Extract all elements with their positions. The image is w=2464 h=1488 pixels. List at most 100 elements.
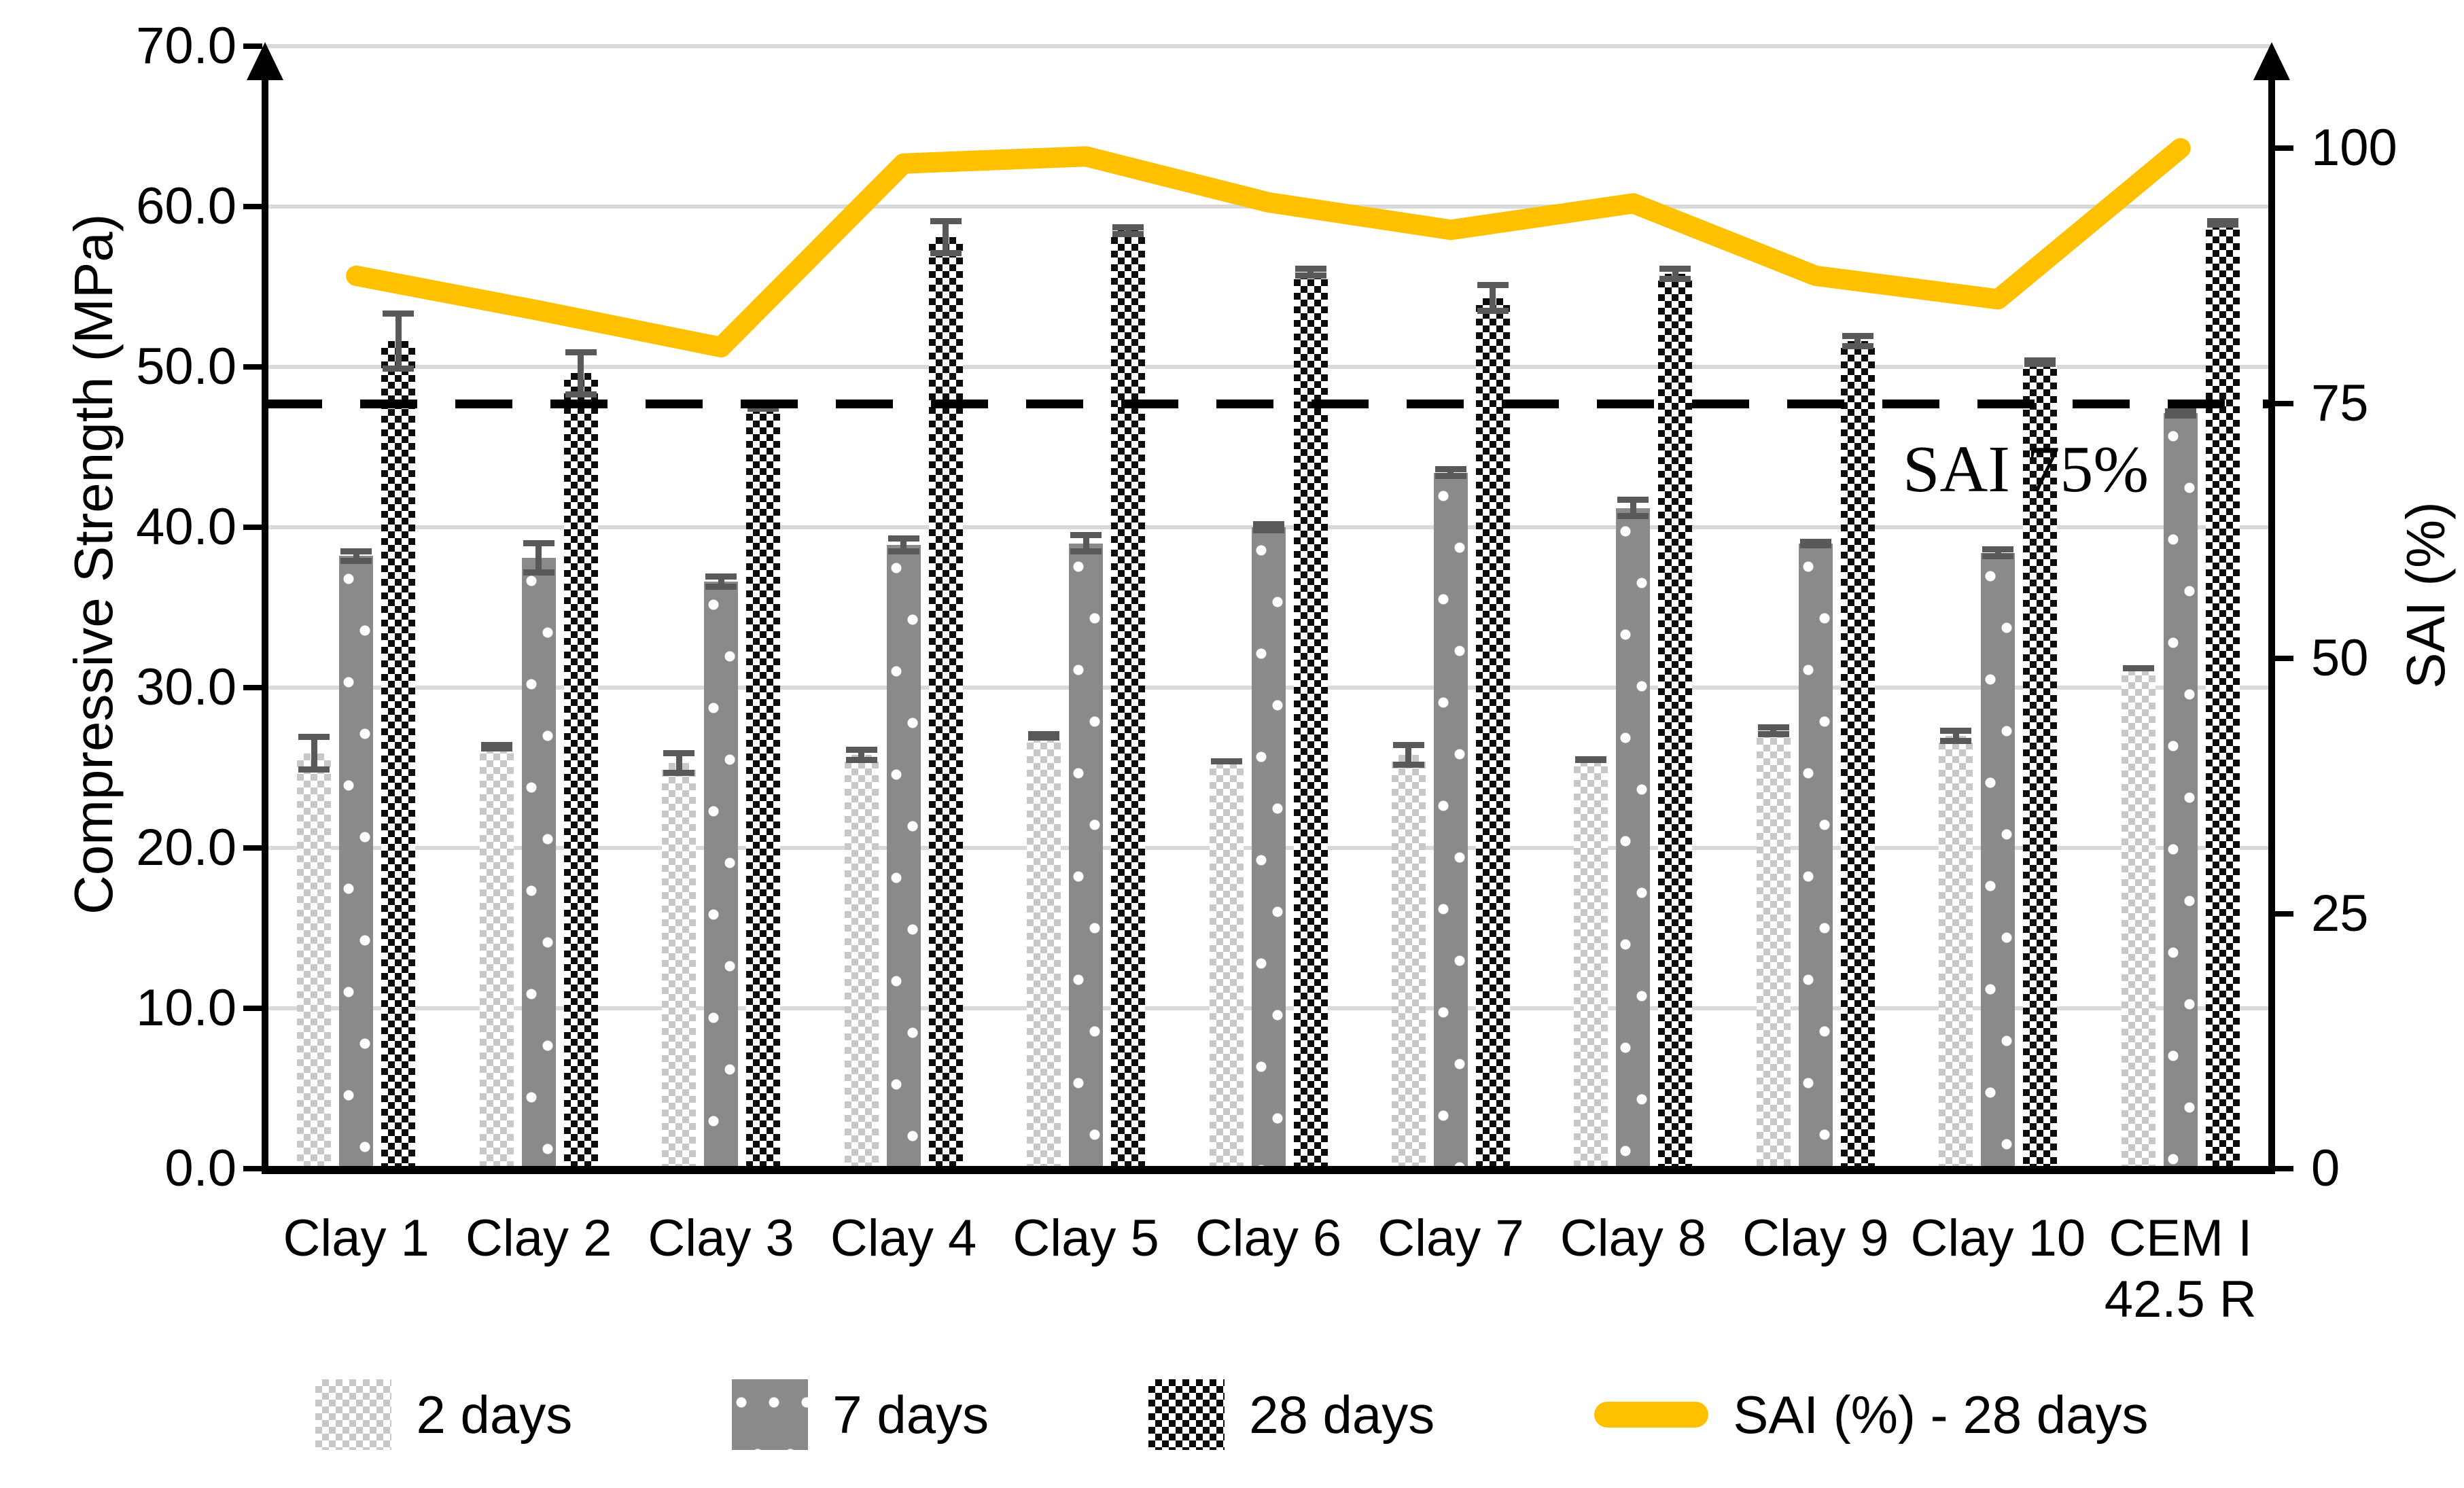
right-axis-tick-label: 50 bbox=[2311, 629, 2369, 688]
error-bar-part bbox=[1447, 466, 1454, 480]
error-bar-part bbox=[1812, 538, 1819, 548]
error-bar-part bbox=[535, 539, 542, 575]
sai-75-reference-line bbox=[265, 399, 2272, 408]
error-bar bbox=[1799, 538, 1831, 548]
error-bar-part bbox=[2037, 357, 2043, 367]
error-bar bbox=[1392, 742, 1424, 768]
left-axis-tick bbox=[243, 525, 262, 530]
left-axis-tick bbox=[243, 1006, 262, 1011]
right-axis-tick bbox=[2274, 1166, 2293, 1171]
right-axis-tick bbox=[2274, 400, 2293, 406]
error-bar-part bbox=[1770, 724, 1777, 738]
x-axis-label-clay-1: Clay 1 bbox=[283, 1209, 429, 1267]
error-bar-part bbox=[718, 573, 724, 590]
right-axis-tick bbox=[2274, 910, 2293, 917]
bar-28days-clay-5 bbox=[1111, 230, 1146, 1169]
error-bar-part bbox=[1587, 756, 1594, 763]
bar-2days-clay-8 bbox=[1574, 760, 1608, 1169]
x-axis-label-clay-5: Clay 5 bbox=[1013, 1209, 1159, 1267]
error-bar bbox=[383, 311, 415, 372]
x-axis-label-clay-4: Clay 4 bbox=[830, 1209, 977, 1267]
error-bar bbox=[1757, 724, 1789, 738]
error-bar-part bbox=[1952, 728, 1959, 744]
right-axis-tick-label: 100 bbox=[2311, 119, 2397, 177]
bar-2days-clay-2 bbox=[479, 747, 514, 1169]
gridline-70 bbox=[265, 44, 2272, 48]
error-bar bbox=[1659, 266, 1691, 282]
left-axis-tick-label: 60.0 bbox=[136, 177, 236, 235]
left-axis bbox=[262, 78, 268, 1174]
error-bar-part bbox=[2219, 217, 2226, 228]
error-bar-part bbox=[1265, 520, 1271, 534]
right-axis-tick-label: 25 bbox=[2311, 884, 2369, 942]
x-axis-label-clay-10: Clay 10 bbox=[1910, 1209, 2086, 1267]
error-bar-part bbox=[578, 349, 584, 397]
x-axis-label-clay-9: Clay 9 bbox=[1742, 1209, 1889, 1267]
left-axis-tick bbox=[243, 364, 262, 370]
x-axis-label-cem-i: CEM I 42.5 R bbox=[2104, 1209, 2257, 1328]
bar-7days-clay-1 bbox=[339, 556, 374, 1169]
bar-7days-clay-7 bbox=[1433, 472, 1468, 1169]
legend-swatch-sai-line-icon bbox=[1594, 1402, 1709, 1428]
error-bar bbox=[2206, 217, 2238, 228]
bar-2days-clay-10 bbox=[1939, 735, 1973, 1169]
bar-28days-clay-4 bbox=[928, 236, 963, 1169]
error-bar-part bbox=[900, 535, 907, 555]
right-axis-tick-label: 0 bbox=[2311, 1139, 2340, 1197]
x-axis-label-clay-8: Clay 8 bbox=[1560, 1209, 1707, 1267]
x-axis-label-clay-2: Clay 2 bbox=[465, 1209, 612, 1267]
error-bar bbox=[340, 548, 372, 565]
bar-7days-clay-5 bbox=[1069, 543, 1104, 1169]
bar-28days-clay-10 bbox=[2023, 361, 2058, 1169]
bar-2days-clay-9 bbox=[1756, 730, 1791, 1169]
bar-2days-clay-6 bbox=[1209, 761, 1244, 1169]
error-bar-part bbox=[311, 734, 317, 773]
error-bar bbox=[887, 535, 919, 555]
legend-swatch-2days-icon bbox=[315, 1379, 392, 1450]
error-bar-part bbox=[1630, 497, 1636, 520]
x-axis-label-clay-3: Clay 3 bbox=[648, 1209, 794, 1267]
bar-28days-clay-2 bbox=[563, 373, 598, 1169]
error-bar-part bbox=[1672, 266, 1678, 282]
left-axis-tick-label: 0.0 bbox=[164, 1139, 236, 1197]
left-axis-title: Compressive Strength (MPa) bbox=[63, 213, 124, 915]
error-bar-part bbox=[943, 217, 949, 257]
bar-7days-clay-3 bbox=[704, 582, 739, 1169]
error-bar-part bbox=[1223, 758, 1229, 765]
error-bar bbox=[845, 747, 877, 763]
error-bar-part bbox=[1125, 224, 1131, 237]
error-bar bbox=[1210, 758, 1242, 765]
legend-label-7days: 7 days bbox=[832, 1384, 989, 1445]
error-bar bbox=[1112, 224, 1144, 237]
error-bar-part bbox=[858, 747, 865, 763]
gridline-50 bbox=[265, 365, 2272, 369]
error-bar-part bbox=[395, 311, 402, 372]
bar-2days-clay-4 bbox=[844, 755, 879, 1169]
bar-28days-cem-i bbox=[2205, 222, 2240, 1169]
right-axis-tick bbox=[2274, 145, 2293, 152]
bar-7days-clay-10 bbox=[1981, 552, 2016, 1169]
error-bar bbox=[663, 750, 695, 776]
error-bar bbox=[565, 349, 597, 397]
left-axis-tick bbox=[243, 845, 262, 851]
legend-label-2days: 2 days bbox=[416, 1384, 573, 1445]
left-axis-tick bbox=[243, 204, 262, 209]
error-bar bbox=[1028, 730, 1060, 741]
bar-28days-clay-7 bbox=[1475, 298, 1510, 1169]
left-axis-tick-label: 20.0 bbox=[136, 819, 236, 876]
sai-75-annotation: SAI 75% bbox=[1903, 433, 2149, 506]
right-axis-tick-label: 75 bbox=[2311, 374, 2369, 432]
bar-28days-clay-6 bbox=[1293, 272, 1328, 1169]
x-axis-label-clay-7: Clay 7 bbox=[1377, 1209, 1524, 1267]
error-bar bbox=[1617, 497, 1649, 520]
bar-28days-clay-1 bbox=[381, 341, 416, 1169]
error-bar-part bbox=[1405, 742, 1412, 768]
legend-item-2days: 2 days bbox=[315, 1379, 572, 1450]
right-axis-tick bbox=[2274, 656, 2293, 662]
error-bar bbox=[1295, 266, 1326, 279]
right-axis bbox=[2268, 78, 2275, 1174]
legend-swatch-7days-icon bbox=[732, 1379, 809, 1450]
error-bar-part bbox=[493, 742, 500, 752]
